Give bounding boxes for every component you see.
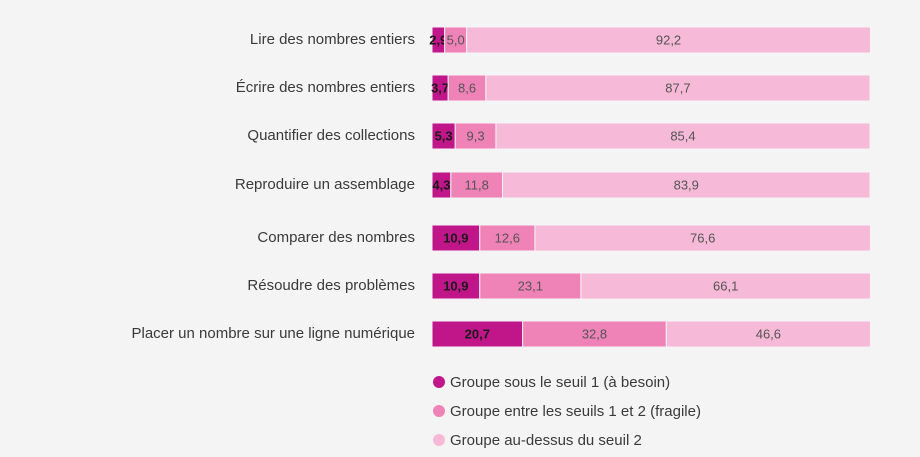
value-label: 92,2 xyxy=(656,32,681,47)
legend-swatch xyxy=(433,434,445,446)
bar-segment xyxy=(534,224,871,252)
value-label: 66,1 xyxy=(713,278,738,293)
category-label: Écrire des nombres entiers xyxy=(236,79,415,96)
value-label: 83,9 xyxy=(674,177,699,192)
bar-segment xyxy=(454,122,497,150)
legend-swatch xyxy=(433,405,445,417)
value-label: 9,3 xyxy=(467,128,485,143)
value-label: 3,7 xyxy=(431,80,449,95)
value-label: 2,9 xyxy=(429,32,447,47)
legend-swatch xyxy=(433,376,445,388)
category-label: Quantifier des collections xyxy=(247,127,415,144)
bar-segment xyxy=(431,272,481,300)
bar-segment xyxy=(502,171,871,199)
legend-label: Groupe entre les seuils 1 et 2 (fragile) xyxy=(450,403,701,420)
value-label: 5,3 xyxy=(435,128,453,143)
legend-label: Groupe sous le seuil 1 (à besoin) xyxy=(450,374,670,391)
value-label: 46,6 xyxy=(756,326,781,341)
bar-segment xyxy=(485,74,871,102)
value-label: 4,3 xyxy=(432,177,450,192)
bar-segment xyxy=(479,272,582,300)
value-label: 85,4 xyxy=(670,128,695,143)
value-label: 20,7 xyxy=(465,326,490,341)
bar-segment xyxy=(466,26,871,54)
category-label: Résoudre des problèmes xyxy=(247,277,415,294)
category-label: Reproduire un assemblage xyxy=(235,176,415,193)
category-label: Lire des nombres entiers xyxy=(250,31,415,48)
value-label: 32,8 xyxy=(582,326,607,341)
category-label: Placer un nombre sur une ligne numérique xyxy=(132,325,416,342)
legend-label: Groupe au-dessus du seuil 2 xyxy=(450,432,642,449)
bar-segment xyxy=(580,272,871,300)
bar-segment xyxy=(522,320,667,348)
value-label: 23,1 xyxy=(518,278,543,293)
value-label: 76,6 xyxy=(690,230,715,245)
value-label: 10,9 xyxy=(443,278,468,293)
bar-segment xyxy=(479,224,536,252)
bar-segment xyxy=(431,320,524,348)
value-label: 5,0 xyxy=(447,32,465,47)
value-label: 87,7 xyxy=(665,80,690,95)
value-label: 11,8 xyxy=(465,177,489,192)
category-label: Comparer des nombres xyxy=(257,229,415,246)
bar-segment xyxy=(665,320,871,348)
value-label: 8,6 xyxy=(458,80,476,95)
value-label: 10,9 xyxy=(443,230,468,245)
bar-segment xyxy=(495,122,871,150)
value-label: 12,6 xyxy=(495,230,520,245)
